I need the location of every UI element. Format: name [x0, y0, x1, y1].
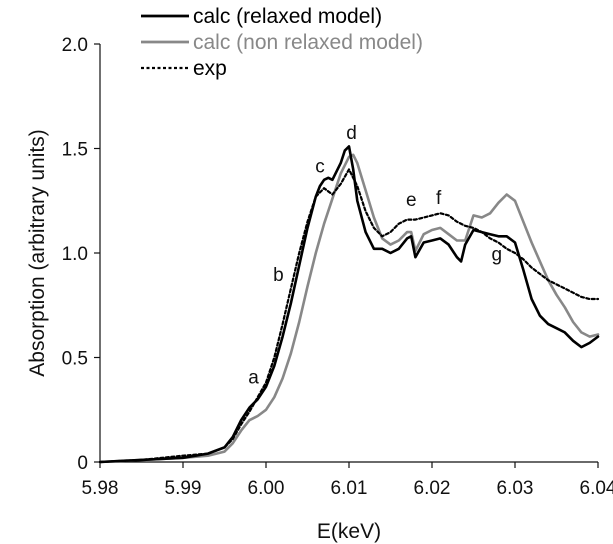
series-line-calc-relaxed — [98, 145, 600, 464]
peak-label-e: e — [406, 190, 417, 211]
peak-label-b: b — [273, 265, 284, 286]
peak-label-c: c — [315, 157, 325, 178]
y-tick-label: 0.5 — [62, 349, 88, 370]
legend: calc (relaxed model) calc (non relaxed mo… — [141, 5, 423, 80]
x-tick-label: 6.02 — [414, 478, 451, 499]
y-tick-label: 2.0 — [62, 35, 88, 56]
peak-label-a: a — [248, 368, 259, 389]
x-axis-title: E(keV) — [317, 520, 381, 543]
x-tick-label: 6.03 — [497, 478, 534, 499]
y-axis-title: Absorption (arbitrary units) — [26, 129, 49, 376]
legend-label: exp — [193, 57, 227, 80]
legend-label: calc (non relaxed model) — [193, 31, 423, 54]
axes: 5.98 5.99 6.00 6.01 6.02 6.03 6.04 0 0.5 1.0 1.5 2… — [62, 35, 613, 499]
annotation-layer: a b cd e f g — [248, 123, 502, 389]
x-tick-label: 6.01 — [331, 478, 368, 499]
peak-label-d: d — [346, 123, 357, 144]
y-tick-label: 1.0 — [62, 244, 88, 265]
x-tick-label: 6.00 — [248, 478, 285, 499]
x-tick-label: 5.99 — [165, 478, 202, 499]
peak-label-g: g — [491, 244, 502, 265]
series-line-exp — [98, 168, 600, 464]
peak-label-f: f — [436, 188, 442, 209]
y-tick-label: 0 — [77, 453, 88, 474]
x-tick-label: 6.04 — [580, 478, 613, 499]
series-line-calc-non-relaxed — [98, 153, 600, 464]
y-tick-label: 1.5 — [62, 140, 88, 161]
y-ticks: 0 0.5 1.0 1.5 2.0 — [62, 35, 100, 474]
legend-label: calc (relaxed model) — [193, 5, 382, 28]
series-layer — [98, 145, 600, 464]
x-ticks: 5.98 5.99 6.00 6.01 6.02 6.03 6.04 — [82, 462, 613, 499]
x-tick-label: 5.98 — [82, 478, 119, 499]
